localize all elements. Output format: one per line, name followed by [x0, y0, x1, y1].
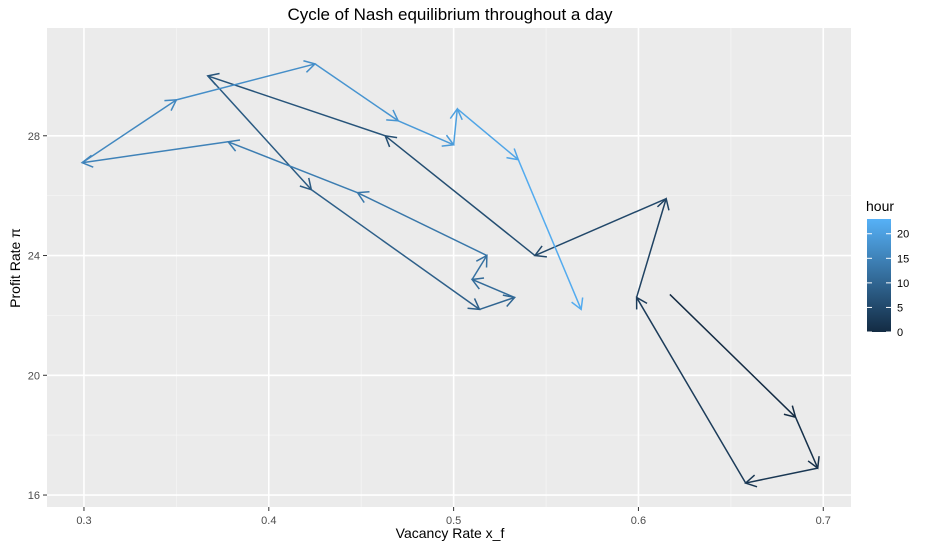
- segment-line: [479, 296, 515, 311]
- segment-line: [207, 75, 386, 137]
- chart-title: Cycle of Nash equilibrium throughout a d…: [287, 5, 613, 24]
- legend-tick-label: 15: [897, 253, 909, 265]
- segment-line: [534, 197, 667, 257]
- segment-line: [669, 293, 797, 418]
- segment-line: [794, 416, 819, 469]
- segment-line: [176, 63, 316, 101]
- legend-ticks: 0 5 10 15 20: [867, 229, 909, 339]
- y-axis-title: Profit Rate π: [7, 228, 23, 308]
- legend-title: hour: [866, 198, 894, 214]
- segment-line: [452, 108, 459, 145]
- color-legend: hour 0 5 10 15 20: [866, 198, 909, 339]
- legend-tick-label: 20: [897, 229, 909, 241]
- plot-panel: [47, 28, 851, 507]
- segment-line: [456, 108, 519, 161]
- x-tick-label: 0.6: [631, 515, 646, 527]
- segment-line: [227, 141, 358, 194]
- y-tick-label: 20: [28, 370, 40, 382]
- segment-line: [314, 63, 399, 122]
- x-axis-title: Vacancy Rate x_f: [396, 525, 505, 541]
- segment-line: [471, 278, 515, 299]
- x-tick-label: 0.4: [261, 515, 276, 527]
- segment-line: [310, 189, 480, 311]
- segment-arrow: [517, 159, 584, 311]
- segment-arrowhead: [475, 254, 488, 268]
- segment-line: [745, 467, 818, 484]
- segment-line: [635, 297, 747, 484]
- segment-line: [207, 75, 312, 191]
- y-tick-label: 16: [28, 490, 40, 502]
- y-tick-label: 24: [28, 251, 40, 263]
- segment-line: [357, 191, 488, 257]
- segment-line: [635, 198, 667, 298]
- segment-line: [397, 120, 454, 146]
- y-tick-label: 28: [28, 131, 40, 143]
- segment-arrow: [471, 254, 488, 280]
- x-tick-label: 0.5: [446, 515, 461, 527]
- legend-tick-label: 5: [897, 302, 903, 314]
- segment-line: [81, 99, 177, 164]
- major-gridlines: [47, 28, 851, 507]
- x-axis-ticks: 0.3 0.4 0.5 0.6 0.7: [76, 507, 831, 527]
- legend-tick-label: 10: [897, 278, 909, 290]
- legend-tick-label: 0: [897, 327, 903, 339]
- minor-gridlines: [47, 28, 851, 507]
- y-axis-ticks: 16 20 24 28: [28, 131, 47, 502]
- x-tick-label: 0.3: [76, 515, 91, 527]
- segment-line: [471, 255, 488, 280]
- x-tick-label: 0.7: [816, 515, 831, 527]
- segment-arrowhead: [571, 297, 584, 311]
- segment-line: [517, 159, 582, 310]
- legend-colorbar: [867, 219, 891, 332]
- segment-line: [82, 141, 229, 164]
- segment-line: [384, 135, 536, 257]
- data-segments: [80, 60, 820, 488]
